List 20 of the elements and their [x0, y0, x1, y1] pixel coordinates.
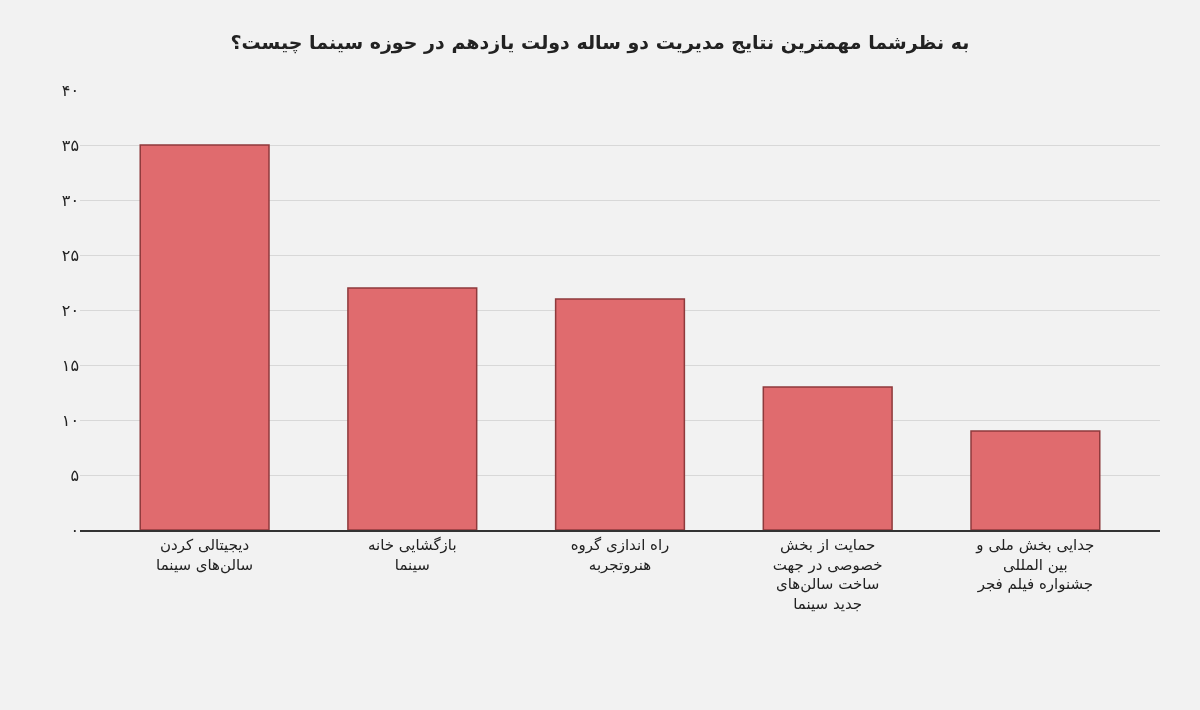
- bar: [970, 430, 1101, 530]
- x-tick-label: راه اندازی گروه هنروتجربه: [570, 536, 670, 574]
- y-tick-label: ۴۰: [61, 80, 79, 100]
- y-tick-label: ۰: [70, 520, 79, 540]
- x-tick-label: جدایی بخش ملی و بین المللی جشنواره فیلم فجر: [975, 536, 1095, 593]
- chart-title: به نظرشما مهمترین نتایج مدیریت دو ساله دولت یازدهم در حوزه سینما چیست؟: [230, 30, 970, 54]
- y-tick-label: ۱۰: [61, 410, 79, 430]
- y-tick-label: ۲۰: [61, 300, 79, 320]
- bar: [139, 144, 270, 530]
- y-tick-label: ۱۵: [61, 355, 79, 375]
- x-tick-label: دیجیتالی کردن سالن‌های سینما: [156, 536, 254, 574]
- x-tick-label: حمایت از بخش خصوصی در جهت ساخت سالن‌های جدید سینما: [772, 536, 883, 613]
- y-tick-label: ۳۵: [61, 135, 79, 155]
- y-tick-label: ۵: [70, 465, 79, 485]
- y-tick-label: ۳۰: [61, 190, 79, 210]
- bar: [554, 298, 686, 530]
- bar: [347, 287, 478, 530]
- bar: [762, 386, 893, 530]
- y-tick-label: ۲۵: [61, 245, 79, 265]
- x-tick-label: بازگشایی خانه سینما: [368, 536, 457, 574]
